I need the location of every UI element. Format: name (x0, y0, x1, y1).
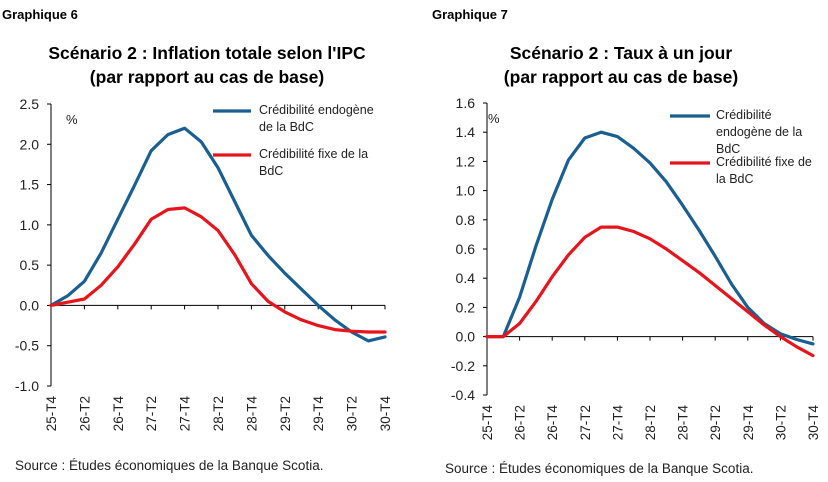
x-tick-label: 30-T4 (378, 396, 393, 432)
y-tick-label: 1.0 (456, 183, 476, 199)
legend-label: BdC (716, 142, 740, 156)
x-tick-label: 25-T4 (480, 405, 495, 441)
x-tick-label: 26-T2 (77, 396, 92, 431)
x-tick-label: 26-T4 (111, 396, 126, 432)
x-tick-label: 28-T4 (244, 396, 259, 432)
y-tick-label: 0.5 (20, 257, 40, 273)
series-line-fixe (485, 225, 815, 358)
y-tick-label: 0.0 (456, 329, 476, 345)
legend-label: la BdC (716, 172, 754, 186)
source-note: Source : Études économiques de la Banque… (15, 458, 324, 473)
x-tick-label: 30-T2 (345, 396, 360, 431)
y-tick-label: 1.5 (20, 177, 40, 193)
x-tick-label: 29-T4 (741, 405, 756, 441)
chart-overnight-rate: -0.4 -0.2 0.0 0.2 0.4 0.6 0.8 1.0 1.2 1.4 1.6 25-T4… (451, 95, 821, 441)
x-tick-label: 29-T2 (278, 396, 293, 431)
figure-label: Graphique 7 (432, 7, 508, 22)
y-tick-label: -0.4 (451, 387, 475, 403)
y-tick-label: -1.0 (15, 378, 39, 394)
legend-label: Crédibilité endogène (259, 103, 374, 117)
x-tick-label: 25-T4 (44, 396, 59, 432)
x-tick-label: 27-T4 (610, 405, 625, 441)
x-tick-label: 27-T4 (178, 396, 193, 432)
chart-panel-inflation: Graphique 6 Scénario 2 : Inflation total… (2, 7, 393, 473)
x-tick-label: 28-T2 (211, 396, 226, 431)
chart-title-line1: Scénario 2 : Inflation totale selon l'IP… (48, 43, 366, 63)
x-tick-label: 29-T2 (708, 405, 723, 440)
series-line-fixe (49, 206, 387, 334)
chart-title-line1: Scénario 2 : Taux à un jour (509, 43, 733, 63)
y-tick-label: 0.0 (20, 297, 40, 313)
y-tick-label: 1.6 (456, 95, 476, 111)
x-tick-label: 29-T4 (311, 396, 326, 432)
y-tick-label: 1.4 (456, 124, 476, 140)
x-tick-label: 30-T4 (806, 405, 821, 441)
unit-label: % (66, 112, 78, 127)
x-tick-label: 28-T4 (676, 405, 691, 441)
legend-label: BdC (259, 164, 283, 178)
x-tick-label: 27-T2 (578, 405, 593, 440)
legend-label: Crédibilité fixe de (716, 155, 812, 169)
y-tick-label: 0.8 (456, 212, 476, 228)
series-line-endogene (49, 126, 387, 343)
y-tick-label: -0.2 (451, 358, 475, 374)
x-tick-label: 26-T4 (545, 405, 560, 441)
y-tick-label: 2.5 (20, 96, 40, 112)
y-tick-label: 2.0 (20, 136, 40, 152)
y-tick-label: 1.0 (20, 217, 40, 233)
chart-inflation: -1.0 -0.5 0.0 0.5 1.0 1.5 2.0 2.5 25-T4 26-T2 26-T… (15, 96, 393, 432)
unit-label: % (488, 111, 500, 126)
chart-title-line2: (par rapport au cas de base) (503, 67, 739, 87)
x-tick-label: 30-T2 (773, 405, 788, 440)
series-line-endogene (485, 130, 815, 346)
legend-label: Crédibilité fixe de la (259, 147, 368, 161)
legend-label: Crédibilité (716, 108, 772, 122)
y-tick-label: 0.6 (456, 241, 476, 257)
y-tick-label: 0.2 (456, 299, 476, 315)
chart-panel-overnight-rate: Graphique 7 Scénario 2 : Taux à un jour … (414, 0, 828, 482)
source-note: Source : Études économiques de la Banque… (445, 461, 754, 476)
legend-label: endogène de la (716, 125, 802, 139)
y-tick-label: 0.4 (456, 270, 476, 286)
figure-label: Graphique 6 (2, 7, 78, 22)
x-tick-label: 27-T2 (144, 396, 159, 431)
chart-title-line2: (par rapport au cas de base) (89, 67, 325, 87)
x-tick-label: 26-T2 (513, 405, 528, 440)
y-tick-label: -0.5 (15, 338, 39, 354)
y-tick-label: 1.2 (456, 153, 476, 169)
x-tick-label: 28-T2 (643, 405, 658, 440)
legend-label: de la BdC (259, 120, 314, 134)
